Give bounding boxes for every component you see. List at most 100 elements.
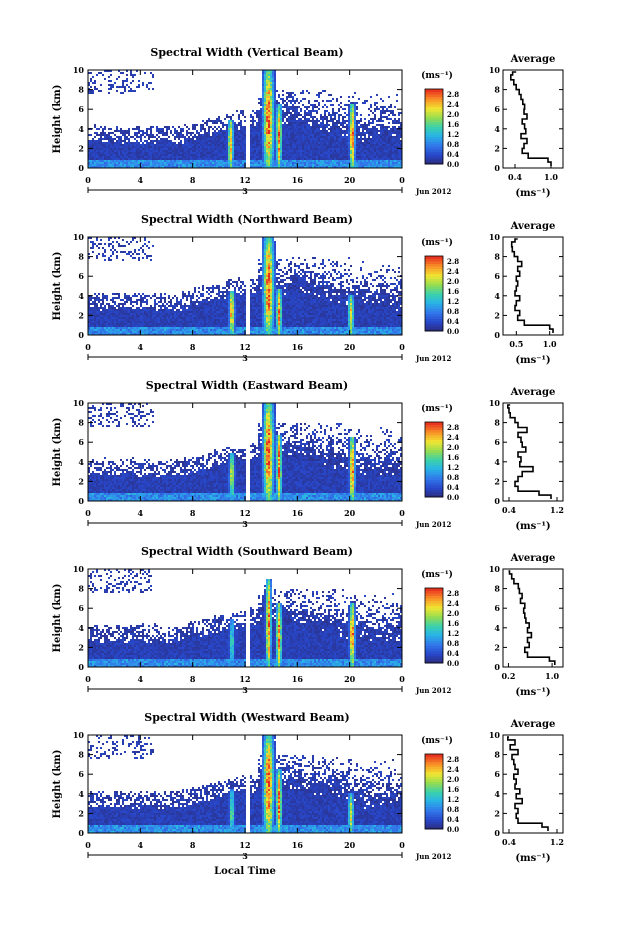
heatmap-cell <box>160 297 162 299</box>
heatmap-cell <box>328 128 330 130</box>
heatmap-cell <box>334 118 336 120</box>
heatmap-cell <box>370 104 372 106</box>
heatmap-cell <box>102 146 104 148</box>
heatmap-cell <box>94 160 96 162</box>
heatmap-cell <box>348 156 350 158</box>
heatmap-cell <box>328 114 330 116</box>
heatmap-cell <box>156 303 158 305</box>
heatmap-cell <box>262 110 264 112</box>
heatmap-cell <box>268 74 270 76</box>
heatmap-cell <box>362 142 364 144</box>
heatmap-cell <box>318 148 320 150</box>
heatmap-cell <box>280 118 282 120</box>
heatmap-cell <box>260 108 262 110</box>
heatmap-cell <box>224 144 226 146</box>
heatmap-cell <box>164 126 166 128</box>
heatmap-cell <box>364 154 366 156</box>
heatmap-cell <box>268 146 270 148</box>
heatmap-cell <box>114 309 116 311</box>
heatmap-cell <box>174 154 176 156</box>
heatmap-cell <box>136 301 138 303</box>
heatmap-cell <box>168 323 170 325</box>
heatmap-cell <box>104 142 106 144</box>
heatmap-cell <box>94 321 96 323</box>
heatmap-cell <box>156 148 158 150</box>
heatmap-cell <box>278 102 280 104</box>
heatmap-cell <box>318 160 320 162</box>
heatmap-cell <box>92 297 94 299</box>
heatmap-cell <box>300 126 302 128</box>
profile-y-tick-label: 4 <box>494 124 500 134</box>
heatmap-cell <box>128 152 130 154</box>
heatmap-cell <box>390 154 392 156</box>
heatmap-cell <box>274 122 276 124</box>
heatmap-cell <box>156 140 158 142</box>
heatmap-cell <box>92 160 94 162</box>
heatmap-cell <box>122 72 124 74</box>
heatmap-cell <box>120 162 122 164</box>
heatmap-cell <box>250 134 252 136</box>
heatmap-cell <box>318 132 320 134</box>
heatmap-cell <box>288 138 290 140</box>
heatmap-cell <box>322 120 324 122</box>
heatmap-cell <box>186 319 188 321</box>
heatmap-cell <box>302 156 304 158</box>
heatmap-cell <box>380 160 382 162</box>
heatmap-cell <box>294 164 296 166</box>
heatmap-cell <box>138 327 140 329</box>
heatmap-cell <box>200 124 202 126</box>
heatmap-cell <box>216 136 218 138</box>
heatmap-cell <box>110 307 112 309</box>
heatmap-cell <box>112 144 114 146</box>
heatmap-cell <box>258 160 260 162</box>
heatmap-cell <box>158 162 160 164</box>
heatmap-cell <box>300 130 302 132</box>
heatmap-cell <box>108 76 110 78</box>
heatmap-cell <box>352 162 354 164</box>
heatmap-cell <box>236 156 238 158</box>
heatmap-cell <box>96 327 98 329</box>
heatmap-cell <box>308 150 310 152</box>
heatmap-cell <box>374 156 376 158</box>
heatmap-cell <box>106 150 108 152</box>
heatmap-cell <box>376 94 378 96</box>
heatmap-cell <box>382 124 384 126</box>
heatmap-cell <box>266 138 268 140</box>
heatmap-cell <box>270 122 272 124</box>
heatmap-cell <box>148 164 150 166</box>
heatmap-cell <box>100 132 102 134</box>
heatmap-cell <box>256 142 258 144</box>
heatmap-cell <box>178 325 180 327</box>
heatmap-cell <box>358 158 360 160</box>
heatmap-cell <box>392 126 394 128</box>
heatmap-cell <box>286 92 288 94</box>
heatmap-cell <box>320 122 322 124</box>
heatmap-cell <box>162 317 164 319</box>
heatmap-cell <box>164 154 166 156</box>
heatmap-cell <box>346 132 348 134</box>
heatmap-cell <box>262 92 264 94</box>
heatmap-cell <box>296 148 298 150</box>
heatmap-cell <box>106 321 108 323</box>
heatmap-cell <box>116 255 118 257</box>
heatmap-cell <box>164 307 166 309</box>
heatmap-cell <box>120 331 122 333</box>
heatmap-cell <box>178 136 180 138</box>
heatmap-cell <box>278 104 280 106</box>
heatmap-cell <box>264 142 266 144</box>
heatmap-cell <box>236 138 238 140</box>
heatmap-cell <box>362 124 364 126</box>
heatmap-cell <box>160 156 162 158</box>
heatmap-cell <box>224 154 226 156</box>
heatmap-cell <box>126 297 128 299</box>
heatmap-cell <box>350 102 352 104</box>
heatmap-cell <box>150 132 152 134</box>
heatmap-cell <box>184 327 186 329</box>
heatmap-cell <box>332 124 334 126</box>
heatmap-cell <box>220 128 222 130</box>
heatmap-cell <box>96 319 98 321</box>
heatmap-cell <box>298 124 300 126</box>
heatmap-cell <box>266 162 268 164</box>
heatmap-cell <box>290 124 292 126</box>
heatmap-cell <box>166 325 168 327</box>
